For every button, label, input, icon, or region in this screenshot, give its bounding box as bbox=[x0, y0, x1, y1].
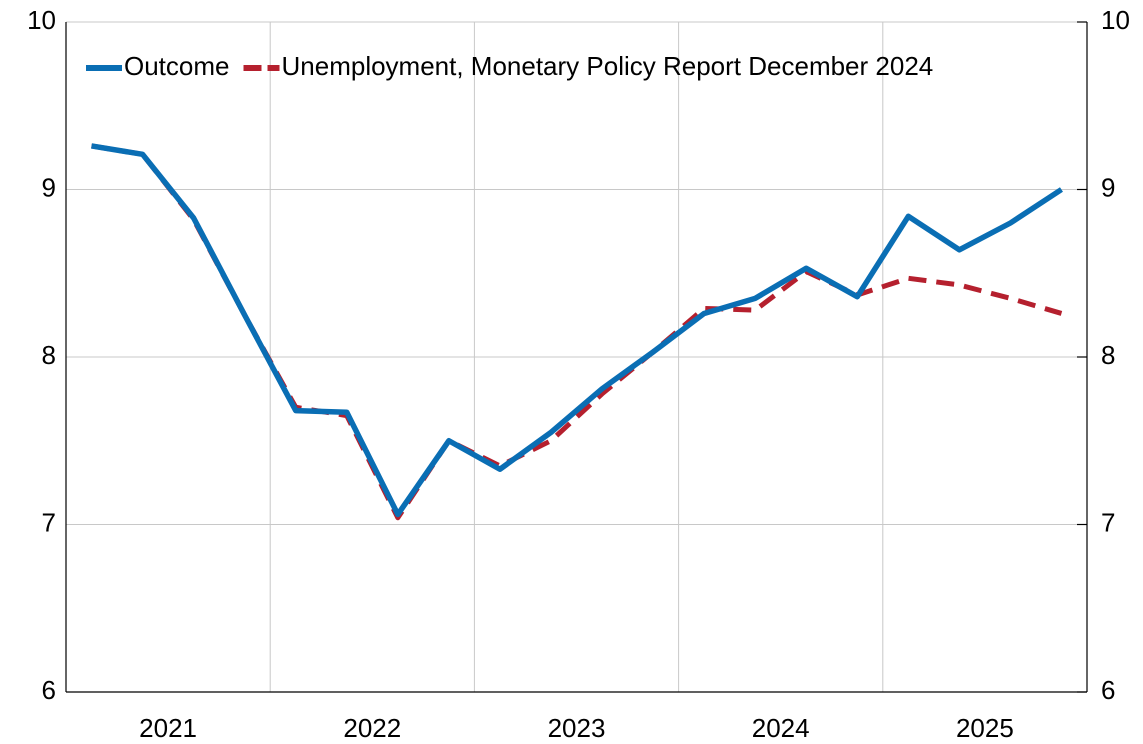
x-tick-label: 2022 bbox=[343, 713, 401, 743]
x-tick-label: 2021 bbox=[139, 713, 197, 743]
y-tick-label: 6 bbox=[42, 675, 56, 705]
x-tick-label: 2025 bbox=[956, 713, 1014, 743]
y-tick-label: 10 bbox=[27, 5, 56, 35]
x-tick-label: 2023 bbox=[548, 713, 606, 743]
y2-tick-label: 8 bbox=[1101, 340, 1115, 370]
series-line bbox=[91, 143, 1063, 518]
series-line bbox=[91, 143, 1063, 521]
y2-tick-label: 10 bbox=[1101, 5, 1130, 35]
y2-tick-label: 6 bbox=[1101, 675, 1115, 705]
y2-tick-label: 7 bbox=[1101, 507, 1115, 537]
x-tick-label: 2024 bbox=[752, 713, 810, 743]
y-tick-label: 7 bbox=[42, 507, 56, 537]
y2-tick-label: 9 bbox=[1101, 172, 1115, 202]
legend-label: Outcome bbox=[124, 51, 230, 81]
y-tick-label: 9 bbox=[42, 172, 56, 202]
y-tick-label: 8 bbox=[42, 340, 56, 370]
legend-label: Unemployment, Monetary Policy Report Dec… bbox=[282, 51, 934, 81]
